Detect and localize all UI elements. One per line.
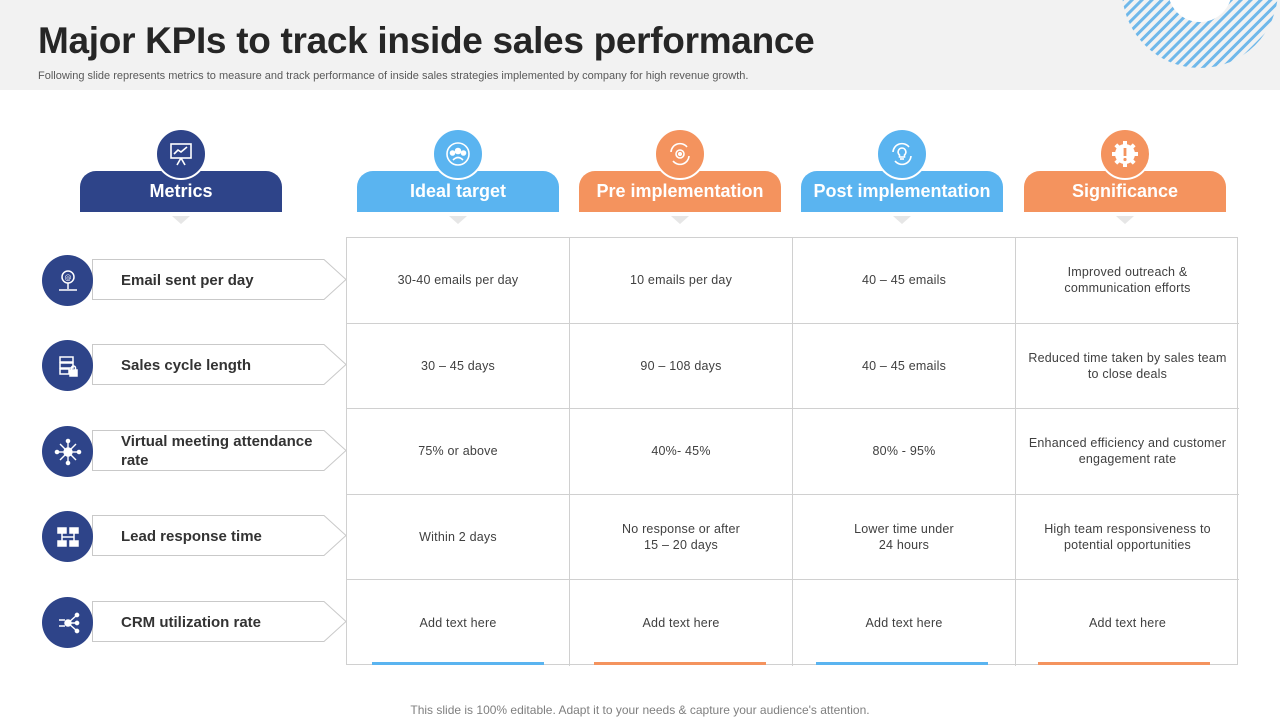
table-cell: 30 – 45 days	[347, 323, 570, 410]
table-cell: 40 – 45 emails	[793, 323, 1016, 410]
header-post-implementation: Post implementation	[801, 128, 1003, 228]
table-cell: Enhanced efficiency and customer engageme…	[1016, 409, 1239, 495]
header-band	[0, 0, 1280, 90]
table-cell: Improved outreach & communication efforts	[1016, 238, 1239, 324]
table-cell: 40%- 45%	[570, 409, 793, 495]
metric-label: Lead response time	[121, 527, 262, 545]
table-cell: 40 – 45 emails	[793, 238, 1016, 324]
column-accent-bar	[594, 662, 766, 665]
table-cell: Add text here	[347, 580, 570, 666]
svg-text:@: @	[64, 274, 71, 282]
decorative-stripes	[1120, 0, 1280, 90]
header-pre-implementation-label: Pre implementation	[579, 171, 781, 212]
header-ideal-target: Ideal target	[357, 128, 559, 228]
metric-row-email-sent: @ Email sent per day	[42, 254, 347, 306]
column-accent-bar	[1038, 662, 1210, 665]
metric-label: Virtual meeting attendance rate	[121, 433, 313, 469]
metric-row-crm-utilization: CRM utilization rate	[42, 596, 347, 648]
email-pin-icon: @	[42, 255, 93, 306]
presentation-chart-icon	[155, 128, 207, 180]
table-cell: 75% or above	[347, 409, 570, 495]
table-cell: Add text here	[793, 580, 1016, 666]
table-cell: Within 2 days	[347, 494, 570, 581]
header-metrics: Metrics	[80, 128, 282, 228]
table-cell: High team responsiveness to potential opp…	[1016, 495, 1239, 581]
column-accent-bar	[372, 662, 544, 665]
gear-cycle-icon	[654, 128, 706, 180]
metric-row-sales-cycle: Sales cycle length	[42, 339, 347, 391]
table-cell: 30-40 emails per day	[347, 238, 570, 324]
chat-flow-icon	[42, 511, 93, 562]
metric-label: CRM utilization rate	[121, 613, 262, 631]
page-title: Major KPIs to track inside sales perform…	[38, 20, 815, 61]
crm-network-icon	[42, 597, 93, 648]
header-post-implementation-label: Post implementation	[801, 171, 1003, 212]
header-pre-implementation: Pre implementation	[579, 128, 781, 228]
table-cell: No response or after 15 – 20 days	[570, 494, 793, 581]
table-cell: Lower time under 24 hours	[793, 494, 1016, 581]
metric-label: Sales cycle length	[121, 356, 252, 374]
header-significance: Significance	[1024, 128, 1226, 228]
table-cell: 80% - 95%	[793, 409, 1016, 495]
table-cell: Add text here	[1089, 616, 1166, 631]
team-target-icon	[432, 128, 484, 180]
network-hub-icon	[42, 426, 93, 477]
gear-exclamation-icon	[1099, 128, 1151, 180]
server-lock-icon	[42, 340, 93, 391]
table-cell: 10 emails per day	[570, 238, 793, 324]
table-cell: Reduced time taken by sales team to close…	[1016, 324, 1239, 410]
page-subtitle: Following slide represents metrics to me…	[38, 70, 749, 82]
table-cell: 90 – 108 days	[570, 323, 793, 410]
metric-label: Email sent per day	[121, 271, 254, 289]
column-accent-bar	[816, 662, 988, 665]
metric-row-lead-response: Lead response time	[42, 510, 347, 562]
table-cell: Add text here	[570, 580, 793, 666]
footer-note: This slide is 100% editable. Adapt it to…	[410, 703, 870, 717]
metric-row-virtual-meeting: Virtual meeting attendance rate	[42, 425, 347, 477]
lightbulb-cycle-icon	[876, 128, 928, 180]
kpi-table: 30-40 emails per day 10 emails per day 4…	[346, 237, 1239, 666]
